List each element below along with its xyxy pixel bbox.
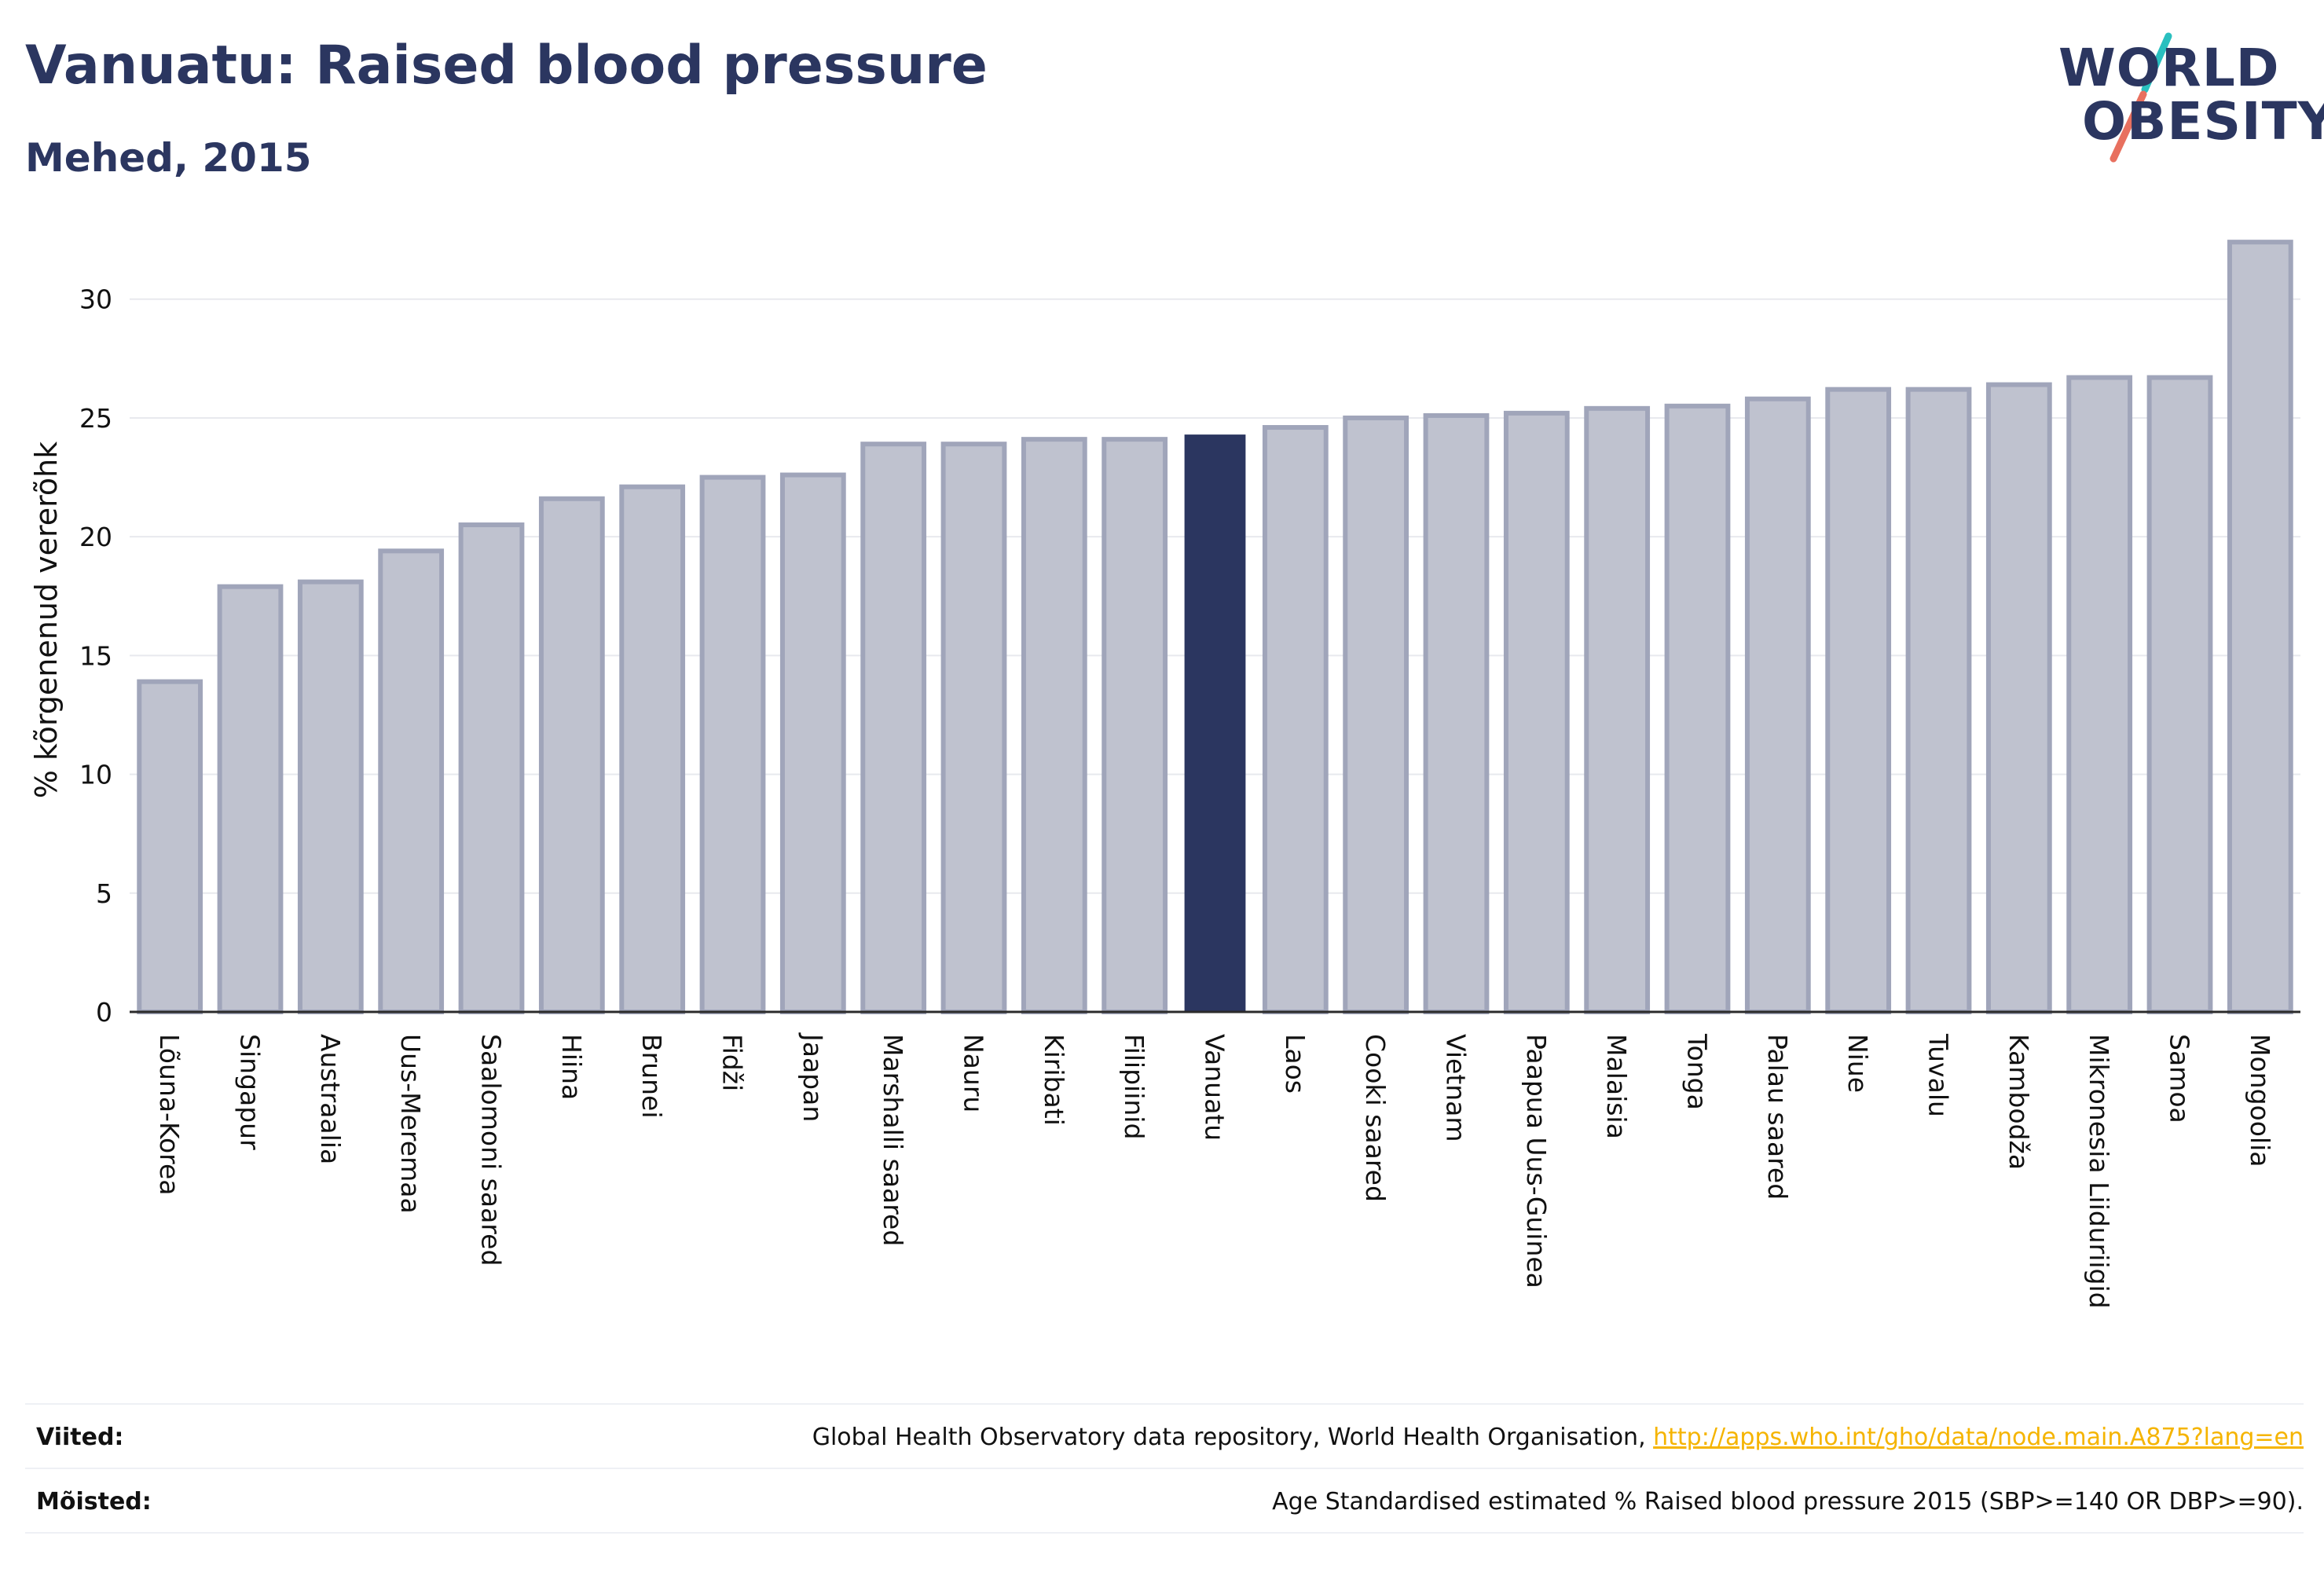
x-tick-label: Jaapan bbox=[797, 1032, 828, 1122]
bar bbox=[1664, 403, 1731, 1014]
x-tick-label: Tuvalu bbox=[1923, 1033, 1954, 1117]
y-tick-label: 25 bbox=[79, 403, 112, 434]
bar bbox=[297, 579, 364, 1014]
x-tick-label: Kiribati bbox=[1039, 1034, 1069, 1126]
sources-label: Viited: bbox=[36, 1424, 124, 1451]
x-tick-label: Kambodža bbox=[2003, 1034, 2034, 1170]
x-tick-label: Marshalli saared bbox=[878, 1034, 908, 1246]
y-tick-label: 20 bbox=[79, 522, 112, 552]
x-tick-label: Paapua Uus-Guinea bbox=[1521, 1034, 1552, 1288]
x-tick-label: Malaisia bbox=[1601, 1034, 1632, 1139]
x-tick-label: Uus-Meremaa bbox=[395, 1034, 426, 1214]
x-tick-label: Brunei bbox=[636, 1034, 667, 1119]
bar bbox=[779, 472, 846, 1014]
x-tick-label: Laos bbox=[1280, 1034, 1310, 1094]
sources-text: Global Health Observatory data repositor… bbox=[812, 1424, 1654, 1451]
bar bbox=[1905, 387, 1972, 1014]
footer-sources-row: Viited: Global Health Observatory data r… bbox=[25, 1424, 2304, 1463]
y-tick-label: 5 bbox=[96, 878, 112, 909]
sources-link[interactable]: http://apps.who.int/gho/data/node.main.A… bbox=[1653, 1424, 2304, 1451]
page-subtitle: Mehed, 2015 bbox=[25, 135, 312, 181]
bar-chart: 0 5 10 15 20 25 30 Lõuna-Korea Singapur Austraali… bbox=[29, 240, 2300, 1309]
x-tick-label: Nauru bbox=[959, 1034, 989, 1112]
footer-definitions-row: Mõisted: Age Standardised estimated % Ra… bbox=[25, 1488, 2304, 1527]
x-tick-label: Lõuna-Korea bbox=[154, 1034, 185, 1196]
bar-highlighted bbox=[1184, 434, 1246, 1012]
bar bbox=[699, 475, 766, 1014]
world-obesity-logo: WORLD OBESITY bbox=[2051, 22, 2324, 171]
x-tick-label: Mikronesia Liiduriigid bbox=[2084, 1034, 2114, 1309]
x-tick-label: Cooki saared bbox=[1360, 1034, 1391, 1202]
y-tick-label: 0 bbox=[96, 997, 112, 1028]
bar bbox=[538, 496, 605, 1015]
bar bbox=[1021, 437, 1087, 1014]
bar bbox=[1584, 405, 1651, 1015]
footer-divider-middle bbox=[25, 1468, 2304, 1469]
bar bbox=[1825, 387, 1892, 1014]
x-tick-label: Vietnam bbox=[1441, 1034, 1472, 1142]
bar bbox=[1343, 415, 1409, 1014]
bar bbox=[2146, 375, 2213, 1014]
x-tick-label: Samoa bbox=[2165, 1034, 2195, 1123]
y-tick-label: 10 bbox=[79, 760, 112, 790]
bar bbox=[1102, 437, 1168, 1014]
x-tick-label: Vanuatu bbox=[1200, 1034, 1230, 1141]
logo-line-obesity: OBESITY bbox=[2082, 91, 2324, 152]
bar bbox=[137, 679, 203, 1014]
bar bbox=[378, 548, 445, 1014]
bar bbox=[217, 584, 284, 1015]
x-tick-label: Tonga bbox=[1682, 1033, 1713, 1110]
bar bbox=[1744, 396, 1811, 1014]
page-title: Vanuatu: Raised blood pressure bbox=[25, 35, 988, 97]
bar bbox=[1262, 425, 1329, 1014]
logo-slash-icon bbox=[2110, 32, 2172, 163]
x-tick-label: Austraalia bbox=[315, 1034, 346, 1164]
bar bbox=[2066, 375, 2133, 1014]
y-tick-label: 30 bbox=[79, 284, 112, 315]
bar bbox=[860, 442, 927, 1014]
definitions-value: Age Standardised estimated % Raised bloo… bbox=[1272, 1488, 2304, 1516]
x-tick-label: Singapur bbox=[235, 1034, 266, 1150]
bar bbox=[940, 442, 1007, 1014]
bar bbox=[1423, 412, 1490, 1014]
bar bbox=[1503, 410, 1570, 1014]
x-tick-label: Mongoolia bbox=[2245, 1034, 2275, 1167]
x-tick-label: Saalomoni saared bbox=[476, 1034, 507, 1266]
footer-divider-top bbox=[25, 1403, 2304, 1405]
x-tick-label: Niue bbox=[1842, 1034, 1873, 1093]
bar bbox=[619, 484, 686, 1015]
footer-divider-bottom bbox=[25, 1532, 2304, 1534]
x-tick-label: Fidži bbox=[717, 1034, 748, 1091]
bar bbox=[458, 522, 525, 1015]
y-axis-title: % kõrgenenud vererõhk bbox=[29, 442, 64, 799]
y-tick-label: 15 bbox=[79, 640, 112, 671]
logo-line-world: WORLD bbox=[2058, 38, 2280, 98]
x-tick-label: Hiina bbox=[556, 1034, 587, 1100]
sources-value: Global Health Observatory data repositor… bbox=[812, 1424, 2304, 1451]
x-tick-label: Palau saared bbox=[1762, 1034, 1793, 1200]
bar bbox=[1985, 382, 2052, 1015]
bar bbox=[2227, 240, 2293, 1015]
definitions-label: Mõisted: bbox=[36, 1488, 152, 1516]
x-tick-label: Filipiinid bbox=[1119, 1034, 1149, 1139]
